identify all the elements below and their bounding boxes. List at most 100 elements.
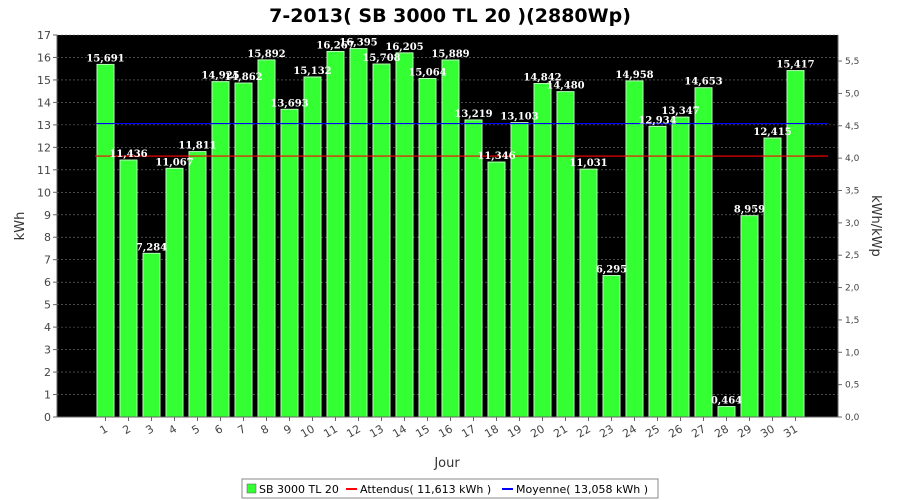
data-label: 14,653 — [684, 77, 722, 88]
data-label: 14,842 — [523, 72, 561, 83]
x-tick-label: 19 — [505, 422, 524, 440]
data-label: 8,959 — [734, 205, 765, 216]
x-tick-label: 11 — [321, 422, 340, 440]
data-label: 15,708 — [362, 53, 400, 64]
y-tick-label: 14 — [37, 96, 51, 109]
y-tick-label: 9 — [44, 209, 51, 222]
data-label: 11,811 — [178, 141, 216, 152]
bar — [579, 168, 598, 418]
x-tick-label: 2 — [120, 422, 133, 437]
x-tick-label: 20 — [528, 422, 547, 440]
data-label: 16,267 — [316, 40, 354, 51]
bar — [395, 52, 414, 418]
y-tick-label: 2 — [44, 366, 51, 379]
x-tick-label: 30 — [758, 422, 777, 440]
x-tick-label: 14 — [390, 422, 409, 440]
x-tick-label: 22 — [574, 422, 593, 440]
y-axis-right-title: kWh/kWp — [868, 195, 883, 257]
x-tick-label: 26 — [666, 422, 685, 440]
y-tick-label: 15 — [37, 74, 51, 87]
bar — [326, 50, 345, 418]
x-tick-label: 24 — [620, 422, 639, 440]
x-tick-label: 3 — [143, 422, 156, 437]
x-tick-label: 7 — [235, 422, 248, 437]
data-label: 15,691 — [86, 53, 124, 64]
bars — [96, 48, 805, 418]
x-tick-label: 12 — [344, 422, 363, 440]
legend: SB 3000 TL 20 Attendus( 11,613 kWh ) Moy… — [241, 478, 659, 499]
data-label: 11,436 — [109, 149, 147, 160]
y-axis-title: kWh — [13, 212, 28, 241]
data-label: 16,395 — [339, 38, 377, 49]
y-tick-label: 13 — [37, 119, 51, 132]
y-tick-label: 7 — [44, 254, 51, 267]
x-tick-label: 8 — [258, 422, 271, 437]
x-tick-label: 6 — [212, 422, 225, 437]
x-axis: 1 2 3 4 5 6 7 8 9 10 11 12 13 14 15 16 17 18 19 20 21 22 23 24 2… — [57, 416, 838, 441]
bar — [740, 215, 759, 418]
x-tick-label: 31 — [781, 422, 800, 440]
y-tick-label: 8 — [44, 231, 51, 244]
bar — [142, 252, 161, 418]
y-tick-label: 11 — [37, 164, 51, 177]
x-tick-label: 21 — [551, 422, 570, 440]
y-tick-label: 0 — [44, 411, 51, 424]
y-right-tick-label: 3,5 — [845, 186, 859, 196]
data-label: 7,284 — [136, 242, 167, 253]
data-label: 16,205 — [385, 42, 423, 53]
x-tick-label: 25 — [643, 422, 662, 440]
bar — [556, 91, 575, 418]
data-label: 15,417 — [776, 60, 814, 71]
x-tick-label: 29 — [735, 422, 754, 440]
y-tick-label: 16 — [37, 51, 51, 64]
data-label: 0,464 — [711, 396, 742, 407]
data-label: 13,219 — [454, 109, 492, 120]
bar — [464, 119, 483, 418]
x-tick-label: 5 — [189, 422, 202, 437]
x-tick-label: 27 — [689, 422, 708, 440]
legend-moyenne: Moyenne( 13,058 kWh ) — [516, 483, 648, 496]
bar — [119, 159, 138, 418]
y-right-tick-label: 1,5 — [845, 316, 859, 326]
x-tick-label: 4 — [166, 422, 179, 437]
y-right-tick-label: 1,0 — [845, 348, 860, 358]
data-label: 14,862 — [224, 72, 262, 83]
x-tick-label: 17 — [459, 422, 478, 440]
bar — [786, 70, 805, 418]
x-tick-label: 23 — [597, 422, 616, 440]
y-axis-right: 0,0 0,5 1,0 1,5 2,0 2,5 3,0 3,5 4,0 4,5 5,0 5,5 — [837, 35, 860, 423]
x-tick-label: 18 — [482, 422, 501, 440]
bar — [487, 161, 506, 418]
y-right-tick-label: 0,0 — [845, 413, 860, 423]
data-label: 14,480 — [546, 81, 584, 92]
bar — [257, 59, 276, 418]
data-label: 12,934 — [638, 115, 676, 126]
y-tick-label: 17 — [37, 29, 51, 42]
x-axis-title: Jour — [433, 456, 460, 471]
data-label: 13,103 — [500, 112, 538, 123]
data-label: 15,132 — [293, 66, 331, 77]
x-tick-label: 9 — [281, 422, 294, 437]
bar — [303, 76, 322, 418]
x-tick-label: 16 — [436, 422, 455, 440]
y-tick-label: 12 — [37, 141, 51, 154]
y-tick-label: 10 — [37, 186, 51, 199]
data-label: 6,295 — [596, 265, 627, 276]
y-right-tick-label: 2,0 — [845, 284, 860, 294]
bar — [96, 63, 115, 418]
y-right-tick-label: 3,0 — [845, 219, 860, 229]
x-tick-label: 13 — [367, 422, 386, 440]
bar — [648, 125, 667, 418]
data-label: 11,067 — [155, 157, 193, 168]
bar — [671, 116, 690, 418]
y-tick-label: 1 — [44, 389, 51, 402]
x-tick-label: 10 — [298, 422, 317, 440]
bar — [349, 48, 368, 418]
bar — [510, 122, 529, 418]
y-tick-label: 5 — [44, 299, 51, 312]
data-label: 12,415 — [753, 127, 791, 138]
data-label: 15,892 — [247, 49, 285, 60]
bar — [717, 406, 736, 418]
legend-attendus: Attendus( 11,613 kWh ) — [360, 483, 491, 496]
data-label: 15,889 — [431, 49, 469, 60]
